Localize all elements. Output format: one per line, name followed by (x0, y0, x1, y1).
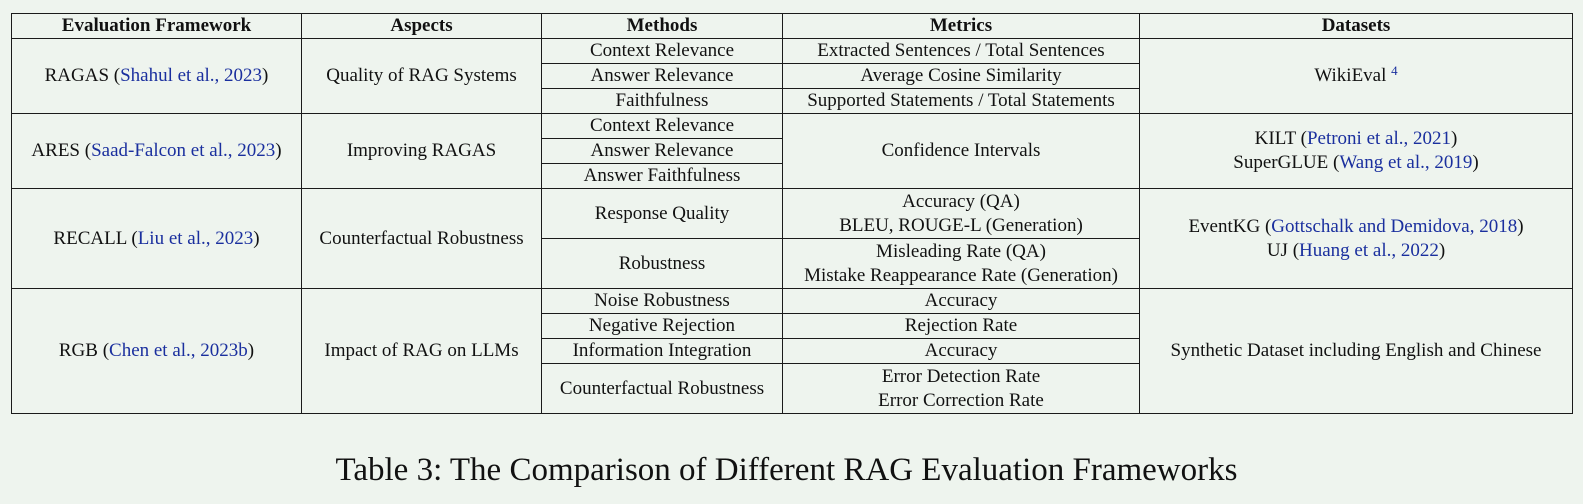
citation-link[interactable]: Chen et al., 2023b (109, 340, 248, 361)
method-cell: Answer Relevance (541, 138, 783, 164)
metric-cell: Misleading Rate (QA) Mistake Reappearanc… (782, 238, 1140, 289)
table-row: Answer Faithfulness (12, 163, 1573, 189)
framework-cell: RECALL (Liu et al., 2023) (11, 188, 302, 289)
metric-line: BLEU, ROUGE-L (Generation) (839, 214, 1083, 236)
method-cell: Answer Relevance (541, 63, 783, 89)
paren-open: ( (1260, 215, 1272, 237)
metric-cell: Rejection Rate (782, 313, 1140, 339)
table-row: Information Integration Accuracy (12, 338, 1573, 364)
dataset-cell: WikiEval 4 (1139, 38, 1573, 114)
col-header-framework: Evaluation Framework (11, 13, 302, 39)
method-cell: Response Quality (541, 188, 783, 239)
metric-cell: Confidence Intervals (782, 113, 1140, 189)
dataset-cell: EventKG (Gottschalk and Demidova, 2018) … (1139, 188, 1573, 289)
paren-open: ( (80, 140, 92, 161)
metric-cell: Extracted Sentences / Total Sentences (782, 38, 1140, 64)
framework-name: RGB (58, 340, 98, 361)
metric-line: Accuracy (QA) (902, 190, 1020, 212)
paren-open: ( (1295, 128, 1307, 149)
dataset-line: UJ (Huang et al., 2022) (1144, 239, 1568, 263)
table-row: Counterfactual Robustness Error Detectio… (12, 363, 1573, 414)
method-cell: Negative Rejection (541, 313, 783, 339)
dataset-line: KILT (Petroni et al., 2021) (1144, 127, 1568, 151)
paren-open: ( (126, 227, 138, 249)
method-cell: Context Relevance (541, 38, 783, 64)
col-header-datasets: Datasets (1139, 13, 1573, 39)
paren-close: ) (275, 140, 282, 161)
aspect-cell: Counterfactual Robustness (301, 188, 542, 289)
dataset-cell: KILT (Petroni et al., 2021) SuperGLUE (W… (1139, 113, 1573, 189)
metric-cell: Supported Statements / Total Statements (782, 88, 1140, 114)
footnote-link[interactable]: 4 (1391, 63, 1398, 78)
method-cell: Noise Robustness (541, 288, 783, 314)
table-row: Robustness Misleading Rate (QA) Mistake … (12, 238, 1573, 289)
metric-cell: Accuracy (QA) BLEU, ROUGE-L (Generation) (782, 188, 1140, 239)
metric-cell: Accuracy (782, 288, 1140, 314)
col-header-methods: Methods (541, 13, 783, 39)
metric-line: Error Correction Rate (878, 389, 1044, 411)
citation-link[interactable]: Saad-Falcon et al., 2023 (91, 140, 276, 161)
citation-link[interactable]: Gottschalk and Demidova, 2018 (1271, 215, 1518, 237)
table-caption: Table 3: The Comparison of Different RAG… (335, 452, 1238, 488)
method-cell: Faithfulness (541, 88, 783, 114)
method-cell: Answer Faithfulness (541, 163, 783, 189)
method-cell: Context Relevance (541, 113, 783, 139)
aspect-cell: Improving RAGAS (301, 113, 542, 189)
framework-cell: ARES (Saad-Falcon et al., 2023) (11, 113, 302, 189)
paren-open: ( (1328, 152, 1340, 173)
dataset-line: EventKG (Gottschalk and Demidova, 2018) (1144, 215, 1568, 239)
metric-cell: Average Cosine Similarity (782, 63, 1140, 89)
framework-cell: RAGAS (Shahul et al., 2023) (11, 38, 302, 114)
paren-close: ) (247, 340, 255, 361)
citation-link[interactable]: Huang et al., 2022 (1299, 239, 1439, 261)
aspect-cell: Quality of RAG Systems (301, 38, 542, 114)
table-row: RGB (Chen et al., 2023b) Impact of RAG o… (11, 288, 1573, 414)
paren-open: ( (97, 340, 110, 361)
paren-open: ( (1287, 239, 1300, 261)
dataset-name: EventKG (1188, 215, 1261, 237)
metric-cell: Accuracy (782, 338, 1140, 364)
metric-line: Misleading Rate (QA) (876, 240, 1046, 262)
table-row: Faithfulness Supported Statements / Tota… (12, 88, 1573, 114)
framework-cell: RGB (Chen et al., 2023b) (11, 288, 302, 414)
col-header-aspects: Aspects (301, 13, 542, 39)
citation-link[interactable]: Liu et al., 2023 (137, 227, 254, 249)
table-row: RAGAS (Shahul et al., 2023) Quality of R… (11, 38, 1573, 114)
paren-open: ( (109, 65, 121, 86)
metric-line: Mistake Reappearance Rate (Generation) (804, 264, 1118, 286)
dataset-line: SuperGLUE (Wang et al., 2019) (1144, 151, 1568, 175)
paren-close: ) (262, 65, 269, 86)
citation-link[interactable]: Wang et al., 2019 (1339, 152, 1473, 173)
col-header-metrics: Metrics (782, 13, 1140, 39)
table-row: RECALL (Liu et al., 2023) Counterfactual… (11, 188, 1573, 289)
header-row: Evaluation Framework Aspects Methods Met… (11, 13, 1573, 39)
paren-close: ) (253, 227, 260, 249)
dataset-cell: Synthetic Dataset including English and … (1139, 288, 1573, 414)
framework-name: RAGAS (44, 65, 110, 86)
dataset-name: KILT (1254, 128, 1296, 149)
dataset-name: UJ (1266, 239, 1288, 261)
table-row: Answer Relevance Average Cosine Similari… (12, 63, 1573, 89)
table-row: ARES (Saad-Falcon et al., 2023) Improvin… (11, 113, 1573, 189)
dataset-name: WikiEval (1314, 65, 1392, 86)
method-cell: Information Integration (541, 338, 783, 364)
citation-link[interactable]: Shahul et al., 2023 (120, 65, 263, 86)
aspect-cell: Impact of RAG on LLMs (301, 288, 542, 414)
method-cell: Counterfactual Robustness (541, 363, 783, 414)
paren-close: ) (1451, 128, 1458, 149)
method-cell: Robustness (541, 238, 783, 289)
dataset-name: SuperGLUE (1233, 152, 1329, 173)
metric-line: Error Detection Rate (881, 365, 1041, 387)
paren-close: ) (1438, 239, 1446, 261)
metric-cell: Error Detection Rate Error Correction Ra… (782, 363, 1140, 414)
framework-name: RECALL (53, 227, 127, 249)
paren-close: ) (1472, 152, 1479, 173)
framework-name: ARES (31, 140, 80, 161)
citation-link[interactable]: Petroni et al., 2021 (1306, 128, 1451, 149)
table-row: Answer Relevance (12, 138, 1573, 164)
comparison-table: Evaluation Framework Aspects Methods Met… (11, 13, 1573, 414)
paren-close: ) (1517, 215, 1524, 237)
